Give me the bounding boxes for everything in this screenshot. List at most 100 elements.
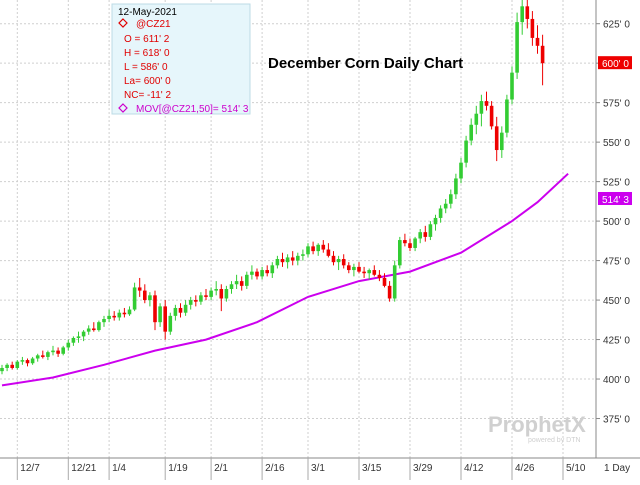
ma50-line [1, 172, 569, 387]
y-tick-label: 400' 0 [603, 375, 630, 386]
candle-body [285, 257, 290, 263]
candle-body [525, 6, 530, 19]
candle-body [408, 243, 412, 248]
candle [5, 363, 9, 372]
candle-body [331, 255, 336, 263]
candle-body [336, 259, 341, 263]
info-symbol: @CZ21 [136, 19, 171, 30]
candle [454, 173, 458, 199]
candle-body [484, 101, 489, 106]
candle [377, 270, 382, 282]
candle-body [341, 259, 346, 266]
candle-body [0, 367, 4, 372]
candle-body [51, 350, 55, 353]
candle-body [158, 306, 162, 323]
candle-body [352, 266, 356, 271]
candle [464, 135, 468, 168]
candle-body [392, 265, 397, 299]
period-label: 1 Day [604, 463, 630, 474]
candle-body [56, 350, 60, 354]
candle-body [97, 322, 101, 331]
y-tick-label: 525' 0 [603, 178, 630, 189]
candle-body [239, 281, 244, 286]
candle [137, 277, 142, 297]
x-tick-label: 3/29 [413, 463, 433, 474]
candle [204, 289, 208, 301]
candle [209, 287, 213, 301]
y-tick-label: 475' 0 [603, 257, 630, 268]
candle-body [428, 224, 433, 237]
candle [540, 34, 545, 86]
candle [102, 315, 106, 327]
candle-body [535, 37, 540, 46]
candle-body [367, 270, 371, 274]
candle-body [454, 178, 458, 195]
candle [41, 350, 45, 359]
candle-body [153, 295, 157, 323]
candle [306, 243, 310, 258]
candle-body [107, 315, 111, 320]
candle [81, 330, 86, 342]
candle [56, 347, 60, 357]
x-tick-label: 3/15 [362, 463, 382, 474]
candle-body [290, 257, 295, 261]
candle-body [469, 124, 473, 141]
y-tick-label: 375' 0 [603, 415, 630, 426]
candle-body [15, 361, 20, 368]
candle-body [296, 255, 300, 261]
candle [428, 221, 433, 241]
info-low: L = 586' 0 [124, 62, 168, 73]
candle [367, 268, 371, 280]
candle [51, 345, 55, 356]
candle [66, 339, 71, 351]
candle-body [61, 347, 65, 354]
candle [188, 296, 193, 310]
candle [296, 252, 300, 266]
candle [387, 281, 392, 302]
x-tick-label: 4/12 [464, 463, 484, 474]
candle-body [224, 289, 229, 299]
candle [143, 284, 147, 304]
candle [97, 320, 101, 332]
x-axis: 12/7 12/21 1/4 1/19 2/1 2/16 3/1 3/15 3/29 4/12 4/… [16, 458, 586, 480]
chart-title: December Corn Daily Chart [268, 55, 463, 72]
candle [449, 189, 453, 209]
candle [398, 236, 402, 269]
candle [382, 273, 387, 288]
info-date: 12-May-2021 [118, 7, 177, 18]
x-tick-label: 1/19 [168, 463, 188, 474]
candle [484, 91, 489, 111]
info-high: H = 618' 0 [124, 48, 170, 59]
candle [25, 358, 30, 367]
candle [433, 214, 438, 231]
candle [61, 345, 65, 356]
candle [357, 262, 361, 274]
candle-body [46, 352, 50, 357]
candle [153, 290, 157, 331]
candle [270, 262, 275, 278]
candle [423, 225, 428, 242]
candle [46, 350, 50, 361]
candle-body [209, 290, 213, 297]
candle [372, 265, 377, 277]
candle-body [229, 284, 234, 290]
candle-body [321, 244, 326, 250]
x-tick-label: 2/16 [265, 463, 285, 474]
candle-body [163, 306, 167, 332]
candle [530, 11, 535, 46]
candle-body [194, 300, 198, 302]
candle [285, 254, 290, 269]
candle-body [438, 208, 443, 218]
candle [515, 12, 519, 79]
candle [525, 0, 530, 29]
candle [336, 255, 341, 271]
candle-body [20, 360, 25, 362]
x-tick-label: 12/21 [71, 463, 96, 474]
candle-body [387, 285, 392, 299]
info-last: La= 600' 0 [124, 76, 171, 87]
candle [122, 307, 127, 318]
candle [413, 236, 417, 252]
candle [403, 233, 407, 247]
x-tick-label: 4/26 [515, 463, 535, 474]
